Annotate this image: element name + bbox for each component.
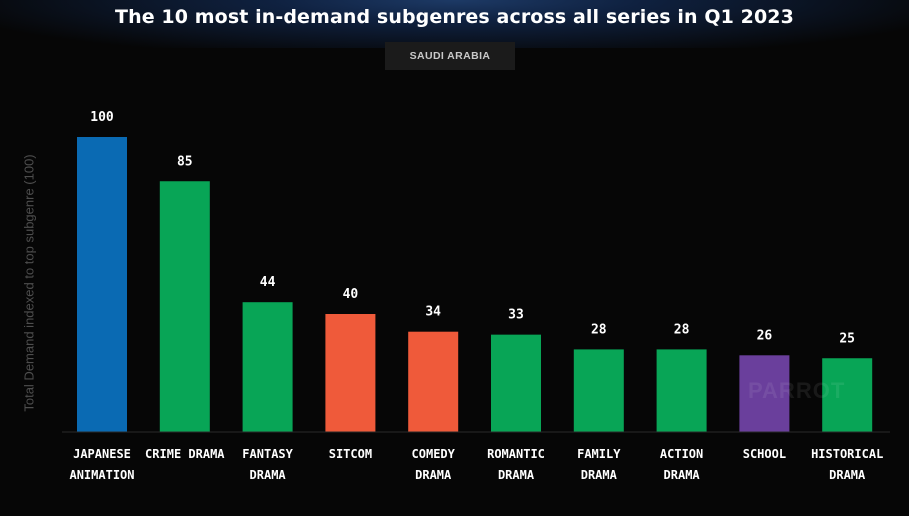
category-label-3: FANTASY DRAMA: [242, 447, 293, 482]
value-label-8: 28: [674, 322, 690, 337]
category-label-line: DRAMA: [250, 468, 287, 482]
category-label-8: ACTION DRAMA: [660, 447, 703, 482]
category-label-10: HISTORICAL DRAMA: [811, 447, 883, 482]
category-label-line: DRAMA: [664, 468, 701, 482]
category-label-line: ROMANTIC: [487, 447, 545, 461]
category-label-line: COMEDY: [412, 447, 456, 461]
bar-4: [325, 314, 376, 432]
bar-7: [573, 349, 624, 432]
bar-8: [656, 349, 707, 432]
category-label-7: FAMILY DRAMA: [577, 447, 621, 482]
category-label-line: FANTASY: [242, 447, 293, 461]
region-badge: SAUDI ARABIA: [385, 42, 515, 70]
category-label-line: CRIME DRAMA: [145, 447, 225, 461]
value-label-6: 33: [508, 308, 524, 323]
bars-group: [77, 137, 873, 432]
category-label-line: JAPANESE: [73, 447, 131, 461]
category-label-line: ANIMATION: [69, 468, 134, 482]
category-label-4: SITCOM: [329, 447, 372, 461]
category-label-line: DRAMA: [498, 468, 535, 482]
category-label-line: DRAMA: [829, 468, 866, 482]
value-label-9: 26: [757, 328, 773, 343]
category-label-line: SCHOOL: [743, 447, 786, 461]
category-label-line: DRAMA: [415, 468, 452, 482]
category-label-line: FAMILY: [577, 447, 621, 461]
chart-title: The 10 most in-demand subgenres across a…: [115, 6, 794, 28]
watermark-logo: PARROT: [748, 378, 846, 403]
value-label-2: 85: [177, 154, 193, 169]
category-label-line: HISTORICAL: [811, 447, 883, 461]
bar-10: [822, 358, 873, 432]
bar-1: [77, 137, 127, 432]
category-label-line: SITCOM: [329, 447, 372, 461]
category-label-6: ROMANTIC DRAMA: [487, 447, 545, 482]
category-label-line: DRAMA: [581, 468, 618, 482]
value-label-7: 28: [591, 322, 607, 337]
category-label-2: CRIME DRAMA: [145, 447, 225, 461]
category-label-5: COMEDY DRAMA: [412, 447, 456, 482]
category-label-9: SCHOOL: [743, 447, 786, 461]
category-label-line: ACTION: [660, 447, 703, 461]
category-labels-group: JAPANESE ANIMATION CRIME DRAMA FANTASY DRAMA…: [69, 447, 883, 482]
value-label-4: 40: [343, 287, 359, 302]
header-glow: [0, 0, 909, 48]
value-label-1: 100: [90, 110, 114, 125]
bar-9: [739, 355, 790, 432]
bar-3: [242, 302, 293, 432]
bar-5: [408, 331, 459, 432]
value-label-3: 44: [260, 275, 276, 290]
bar-6: [491, 334, 541, 432]
bar-2: [159, 181, 210, 432]
value-label-5: 34: [425, 305, 441, 320]
category-label-1: JAPANESE ANIMATION: [69, 447, 134, 482]
value-labels-group: 100 85 44 40 34 33 28 28 26 25: [90, 110, 855, 346]
value-label-10: 25: [839, 331, 855, 346]
